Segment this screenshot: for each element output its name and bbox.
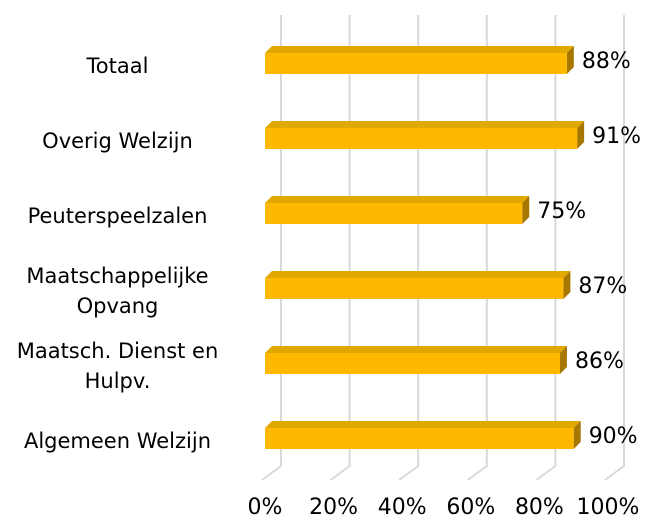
bar [265,46,574,74]
bar-face [265,278,564,299]
bar-face [265,428,574,449]
value-label: 75% [537,199,586,224]
x-tick-label: 40% [378,495,427,520]
bar-face [265,203,523,224]
value-label: 91% [592,124,641,149]
bar-face [265,271,571,278]
bar-face [577,121,585,149]
y-tick-label: Maatsch. Dienst en Hulpv. [16,339,219,393]
x-tick-label: 0% [248,495,283,520]
bar-face [265,46,574,53]
bar-face [265,346,567,353]
grid-line [398,15,420,481]
bar-face [265,353,560,374]
y-tick-label: Overig Welzijn [42,129,193,153]
bar-face [573,421,581,449]
bar-face [265,53,567,74]
bar [265,421,581,449]
value-label: 87% [578,274,627,299]
bar [265,196,530,224]
value-label: 88% [582,49,631,74]
bar-face [265,196,530,203]
value-label: 90% [589,424,638,449]
y-tick-label: Algemeen Welzijn [23,429,212,453]
bar [265,121,585,149]
grid-line [330,15,351,481]
bar-face [265,121,585,128]
bar-face [265,128,578,149]
grid-line [261,15,282,481]
y-tick-label: Maatschappelijke Opvang [26,264,209,318]
x-tick-label: 60% [446,495,495,520]
x-tick-label: 80% [515,495,564,520]
bar-face [566,46,574,74]
y-tick-label: Totaal [86,54,149,78]
grid-line [467,15,488,481]
y-tick-label: Peuterspeelzalen [27,204,208,228]
value-label: 86% [575,349,624,374]
bar-face [265,421,581,428]
x-tick-label: 100% [577,495,640,520]
grid-line [604,15,625,481]
bar-face [559,346,567,374]
bar-face [522,196,530,224]
bar [265,271,571,299]
bar [265,346,567,374]
grid-line [535,15,557,481]
x-tick-label: 20% [309,495,358,520]
bar-face [563,271,571,299]
